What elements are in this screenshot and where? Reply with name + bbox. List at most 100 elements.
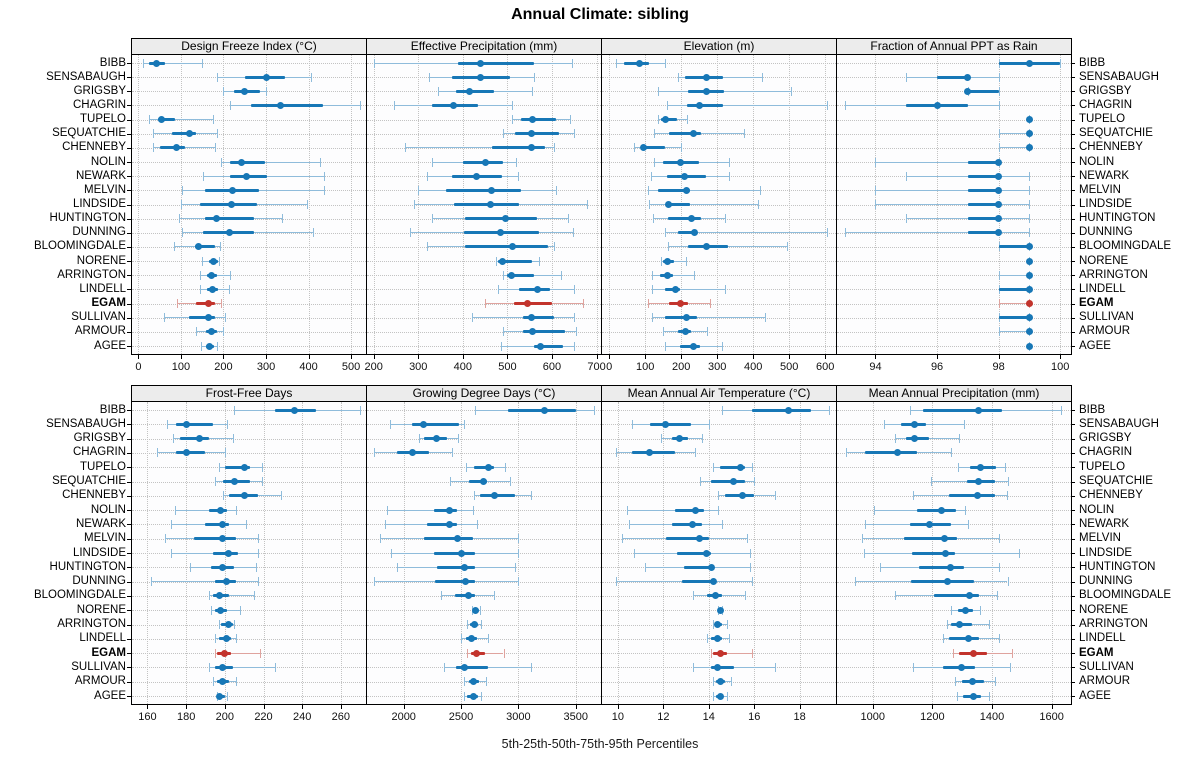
x-axis-tick	[799, 705, 801, 709]
iqr-bar-melvin	[657, 188, 691, 192]
grid-line-h	[602, 553, 836, 554]
whisker-cap	[764, 313, 766, 323]
whisker-cap	[504, 462, 506, 472]
whisker-cap	[661, 434, 663, 444]
whisker-cap	[261, 477, 263, 486]
grid-line-h	[132, 63, 366, 64]
iqr-bar-tupelo	[473, 465, 494, 469]
whisker-cap	[226, 419, 228, 429]
iqr-bar-dunning	[435, 580, 475, 584]
station-label-left-norene: NORENE	[76, 254, 126, 267]
station-label-right-sequatchie: SEQUATCHIE	[1079, 475, 1153, 487]
x-axis-tick	[645, 355, 647, 359]
grid-line-h	[837, 452, 1071, 454]
y-axis-tick-right	[1071, 246, 1075, 248]
y-axis-tick-left	[127, 595, 131, 597]
whisker-cap	[223, 86, 225, 96]
grid-line-h	[367, 105, 601, 107]
whisker-cap	[660, 256, 662, 266]
whisker-cap	[451, 448, 453, 458]
x-axis-tick	[575, 705, 577, 709]
whisker-cap	[968, 519, 970, 529]
y-axis-tick-right	[1071, 303, 1075, 305]
grid-line-h	[602, 261, 836, 263]
panel-strip-elevation-m: Elevation (m)	[601, 38, 837, 55]
median-dot-bibb	[290, 406, 298, 414]
y-axis-tick-left	[127, 261, 131, 263]
y-axis-tick-left	[127, 331, 131, 333]
median-dot-agee	[469, 692, 477, 700]
iqr-bar-sullivan	[189, 316, 215, 320]
grid-line-h	[132, 538, 366, 540]
iqr-bar-huntington	[465, 217, 537, 221]
x-axis-tick-label: 700	[587, 361, 606, 373]
median-dot-melvin	[229, 186, 237, 194]
median-dot-armour	[716, 678, 724, 686]
whisker-cap	[963, 419, 965, 429]
median-dot-huntington	[707, 563, 715, 571]
grid-line-h	[837, 317, 1071, 319]
station-label-left-dunning: DUNNING	[72, 575, 126, 588]
x-axis-tick-label: 500	[780, 361, 799, 373]
grid-line-h	[132, 289, 366, 291]
iqr-bar-sullivan	[665, 316, 698, 320]
y-axis-tick-right	[1071, 63, 1075, 64]
y-axis-tick-right	[1071, 653, 1075, 655]
station-label-right-arrington: ARRINGTON	[1079, 268, 1148, 281]
x-axis-tick	[789, 355, 791, 359]
x-axis-tick	[462, 355, 464, 359]
median-dot-sensabaugh	[262, 73, 270, 81]
grid-line-h	[367, 424, 601, 426]
x-axis-tick	[180, 355, 182, 359]
whisker-cap	[209, 591, 211, 601]
grid-line-h	[837, 275, 1071, 277]
median-dot-norene	[961, 606, 969, 614]
y-axis-tick-right	[1071, 681, 1075, 683]
whisker-cap	[665, 341, 667, 351]
whisker-cap	[257, 548, 259, 558]
iqr-bar-sensabaugh	[411, 422, 459, 426]
whisker-cap	[534, 72, 536, 82]
x-axis-tick-label: 200	[672, 361, 691, 373]
y-axis-tick-left	[127, 610, 131, 612]
median-dot-chagrin	[409, 449, 417, 457]
whisker-cap	[998, 299, 1000, 309]
iqr-bar-bloomingdale	[465, 245, 548, 249]
whisker-cap	[143, 58, 145, 68]
median-dot-arrington	[1025, 271, 1033, 279]
grid-line-h	[367, 581, 601, 583]
y-axis-tick-right	[1071, 410, 1075, 411]
whisker-line-egam	[466, 652, 504, 654]
iqr-bar-grigsby	[456, 89, 495, 93]
panel-fraction-of-annual-ppt-as-rain	[836, 54, 1072, 355]
whisker-cap	[883, 419, 885, 429]
grid-line-h	[367, 289, 601, 291]
station-label-right-tupelo: TUPELO	[1079, 113, 1126, 126]
panel-strip-frost-free-days: Frost-Free Days	[131, 385, 367, 402]
whisker-cap	[511, 115, 513, 125]
whisker-cap	[173, 242, 175, 252]
x-axis-tick	[351, 355, 353, 359]
station-label-left-bloomingdale: BLOOMINGDALE	[33, 589, 126, 602]
median-dot-tupelo	[737, 463, 745, 471]
whisker-cap	[622, 534, 624, 544]
median-dot-dunning	[691, 229, 699, 237]
panel-mean-annual-precipitation-mm	[836, 401, 1072, 705]
whisker-cap	[574, 313, 576, 323]
median-dot-tupelo	[529, 116, 537, 124]
median-dot-chagrin	[182, 449, 190, 457]
iqr-bar-tupelo	[720, 465, 746, 469]
grid-line-h	[837, 162, 1071, 164]
iqr-bar-bibb	[923, 408, 1003, 412]
median-dot-sequatchie	[185, 130, 193, 138]
station-label-left-sequatchie: SEQUATCHIE	[52, 475, 126, 487]
y-axis-tick-right	[1071, 624, 1075, 626]
whisker-cap	[946, 620, 948, 629]
iqr-bar-newark	[672, 522, 702, 526]
iqr-bar-nolin	[967, 160, 999, 164]
y-axis-tick-right	[1071, 524, 1075, 526]
whisker-cap	[195, 327, 197, 337]
median-dot-bloomingdale	[702, 243, 710, 251]
grid-line-h	[367, 610, 601, 612]
x-axis-tick	[461, 705, 463, 709]
